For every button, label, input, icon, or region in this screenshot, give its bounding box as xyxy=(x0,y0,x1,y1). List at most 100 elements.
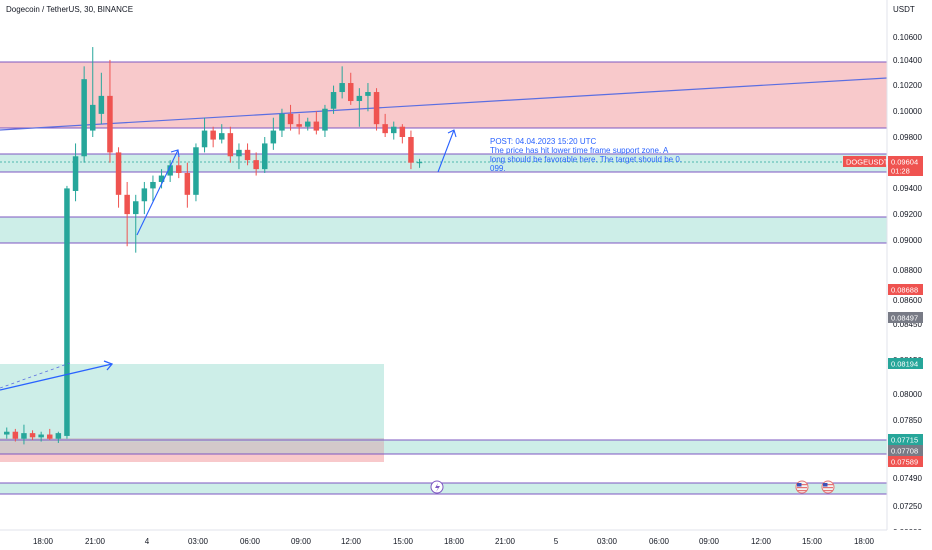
candle-body xyxy=(176,165,182,173)
candle xyxy=(408,130,414,170)
candle xyxy=(124,181,130,247)
arrow-3[interactable] xyxy=(0,360,114,391)
price-tag: 0.08688 xyxy=(888,284,923,295)
candle xyxy=(236,143,242,170)
candle xyxy=(287,104,294,131)
candle xyxy=(193,143,199,202)
trendline[interactable] xyxy=(0,77,888,131)
symbol-tag-label: DOGEUSDT xyxy=(846,158,889,167)
candle-body xyxy=(98,95,105,114)
note-line-3: long should be favorable here. The targe… xyxy=(490,155,682,164)
candle xyxy=(365,83,371,112)
time-tick-label: 18:00 xyxy=(444,537,465,546)
candle-body xyxy=(210,130,216,140)
candle-body xyxy=(29,433,36,438)
price-tag-background xyxy=(888,456,923,467)
candle xyxy=(279,108,285,137)
candle xyxy=(29,430,36,441)
candle-body xyxy=(253,160,259,170)
candle-body xyxy=(270,130,277,144)
candle-body xyxy=(4,431,10,435)
price-tick-label: 0.08800 xyxy=(893,266,922,275)
candle-body xyxy=(219,133,225,140)
candle-body xyxy=(313,121,320,131)
price-tag: 0.07708 xyxy=(888,445,923,456)
candle-body xyxy=(12,431,19,439)
price-tag: 0.07589 xyxy=(888,456,923,467)
price-tag-value: 0.07708 xyxy=(891,447,918,456)
candle xyxy=(322,104,328,137)
candle xyxy=(98,72,105,125)
candle-body xyxy=(348,83,354,102)
candle xyxy=(313,111,320,135)
candle xyxy=(373,88,380,131)
time-tick-label: 21:00 xyxy=(85,537,106,546)
arrow-1[interactable] xyxy=(136,149,180,236)
candle-body xyxy=(115,152,122,195)
currency-label: USDT xyxy=(893,5,915,14)
candle-body xyxy=(399,126,406,137)
candle-body xyxy=(107,95,113,153)
price-tag-value: 0.08194 xyxy=(891,360,918,369)
us-flag-event-icon[interactable] xyxy=(795,480,809,494)
candle xyxy=(201,117,208,153)
candle xyxy=(227,126,234,163)
time-tick-label: 5 xyxy=(554,537,559,546)
time-axis[interactable] xyxy=(0,530,932,550)
us-flag-event-icon-2[interactable] xyxy=(821,480,835,494)
time-tick-label: 06:00 xyxy=(240,537,261,546)
candle-body xyxy=(330,92,337,109)
candle xyxy=(391,121,397,140)
support-zone-small xyxy=(0,154,887,172)
price-tick-label: 0.10000 xyxy=(893,107,922,116)
price-tag-background xyxy=(888,284,923,295)
candle xyxy=(81,66,87,163)
candle-body xyxy=(382,124,388,134)
candle-body xyxy=(244,149,251,161)
candle xyxy=(184,162,191,208)
candle xyxy=(253,152,259,176)
price-tick-label: 0.10400 xyxy=(893,56,922,65)
candle-body xyxy=(150,181,156,189)
support-zone-bottom xyxy=(0,483,887,494)
candle-body xyxy=(72,156,79,191)
price-tick-label: 0.10200 xyxy=(893,81,922,90)
arrow-2[interactable] xyxy=(437,129,457,173)
candle xyxy=(12,428,19,442)
candle-body xyxy=(141,188,148,202)
candle-body xyxy=(55,433,62,439)
candle-body xyxy=(201,130,208,148)
dashed-entry-line xyxy=(0,362,71,389)
time-tick-label: 21:00 xyxy=(495,537,516,546)
candle-body xyxy=(287,113,294,125)
candle xyxy=(270,117,277,150)
price-tick-label: 0.09800 xyxy=(893,133,922,142)
candle-body xyxy=(305,121,311,127)
candle xyxy=(115,147,122,208)
candle xyxy=(55,431,62,443)
candle-body xyxy=(262,143,268,170)
candle-body xyxy=(236,149,242,157)
candle-body xyxy=(339,83,345,93)
lightning-event-icon[interactable] xyxy=(430,480,444,494)
candle xyxy=(244,143,251,166)
candle xyxy=(72,143,79,202)
candle xyxy=(133,194,139,253)
resistance-zone xyxy=(0,62,887,128)
symbol-tag-background xyxy=(843,156,886,167)
price-tick-label: 0.09200 xyxy=(893,210,922,219)
candle-body xyxy=(356,95,363,102)
candle-body xyxy=(227,133,234,157)
time-tick-label: 09:00 xyxy=(699,537,720,546)
candle xyxy=(90,47,96,137)
price-tag-background xyxy=(888,358,923,369)
candle-body xyxy=(158,175,165,182)
price-tag-countdown: 01:28 xyxy=(891,167,910,176)
time-tick-label: 03:00 xyxy=(188,537,209,546)
candle-body xyxy=(391,126,397,134)
candle xyxy=(150,175,156,202)
support-zone-mid xyxy=(0,217,887,243)
candle-body xyxy=(90,104,96,131)
